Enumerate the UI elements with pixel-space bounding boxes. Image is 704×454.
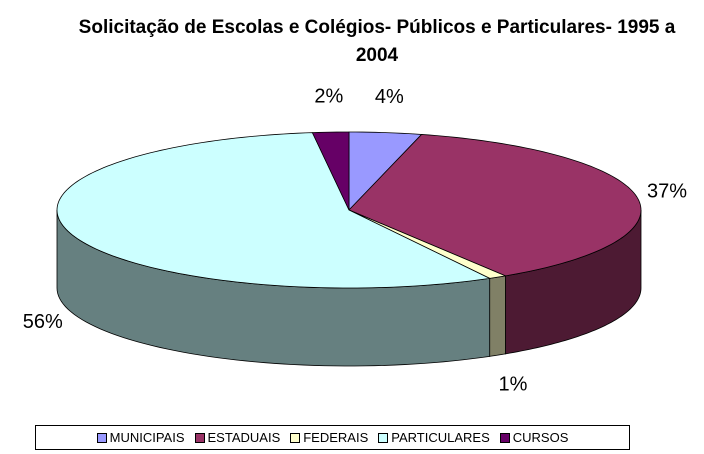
slice — [56, 132, 492, 289]
data-label: 2% — [314, 86, 343, 108]
chart-title: Solicitação de Escolas e Colégios- Públi… — [78, 17, 676, 66]
legend-item: MUNICIPAIS — [96, 430, 185, 445]
slice-side — [489, 275, 506, 357]
legend-label: PARTICULARES — [391, 430, 490, 445]
legend-label: MUNICIPAIS — [109, 430, 185, 445]
legend-label: CURSOS — [512, 430, 569, 445]
legend-item: CURSOS — [499, 430, 569, 445]
legend-swatch — [378, 432, 389, 443]
legend-label: ESTADUAIS — [207, 430, 281, 445]
legend-swatch — [194, 432, 205, 443]
legend-item: PARTICULARES — [378, 430, 490, 445]
data-label: 37% — [647, 181, 687, 203]
data-label: 4% — [375, 86, 404, 108]
data-label: 1% — [498, 374, 527, 396]
legend-swatch — [290, 432, 301, 443]
legend-swatch — [96, 432, 107, 443]
legend-label: FEDERAIS — [303, 430, 369, 445]
legend-item: FEDERAIS — [290, 430, 368, 445]
legend-swatch — [499, 432, 510, 443]
slice — [311, 131, 350, 211]
slice — [348, 131, 423, 211]
legend-item: ESTADUAIS — [194, 430, 281, 445]
legend: MUNICIPAIS ESTADUAIS FEDERAIS PARTICULARES C… — [35, 425, 630, 450]
data-label: 56% — [23, 311, 63, 333]
